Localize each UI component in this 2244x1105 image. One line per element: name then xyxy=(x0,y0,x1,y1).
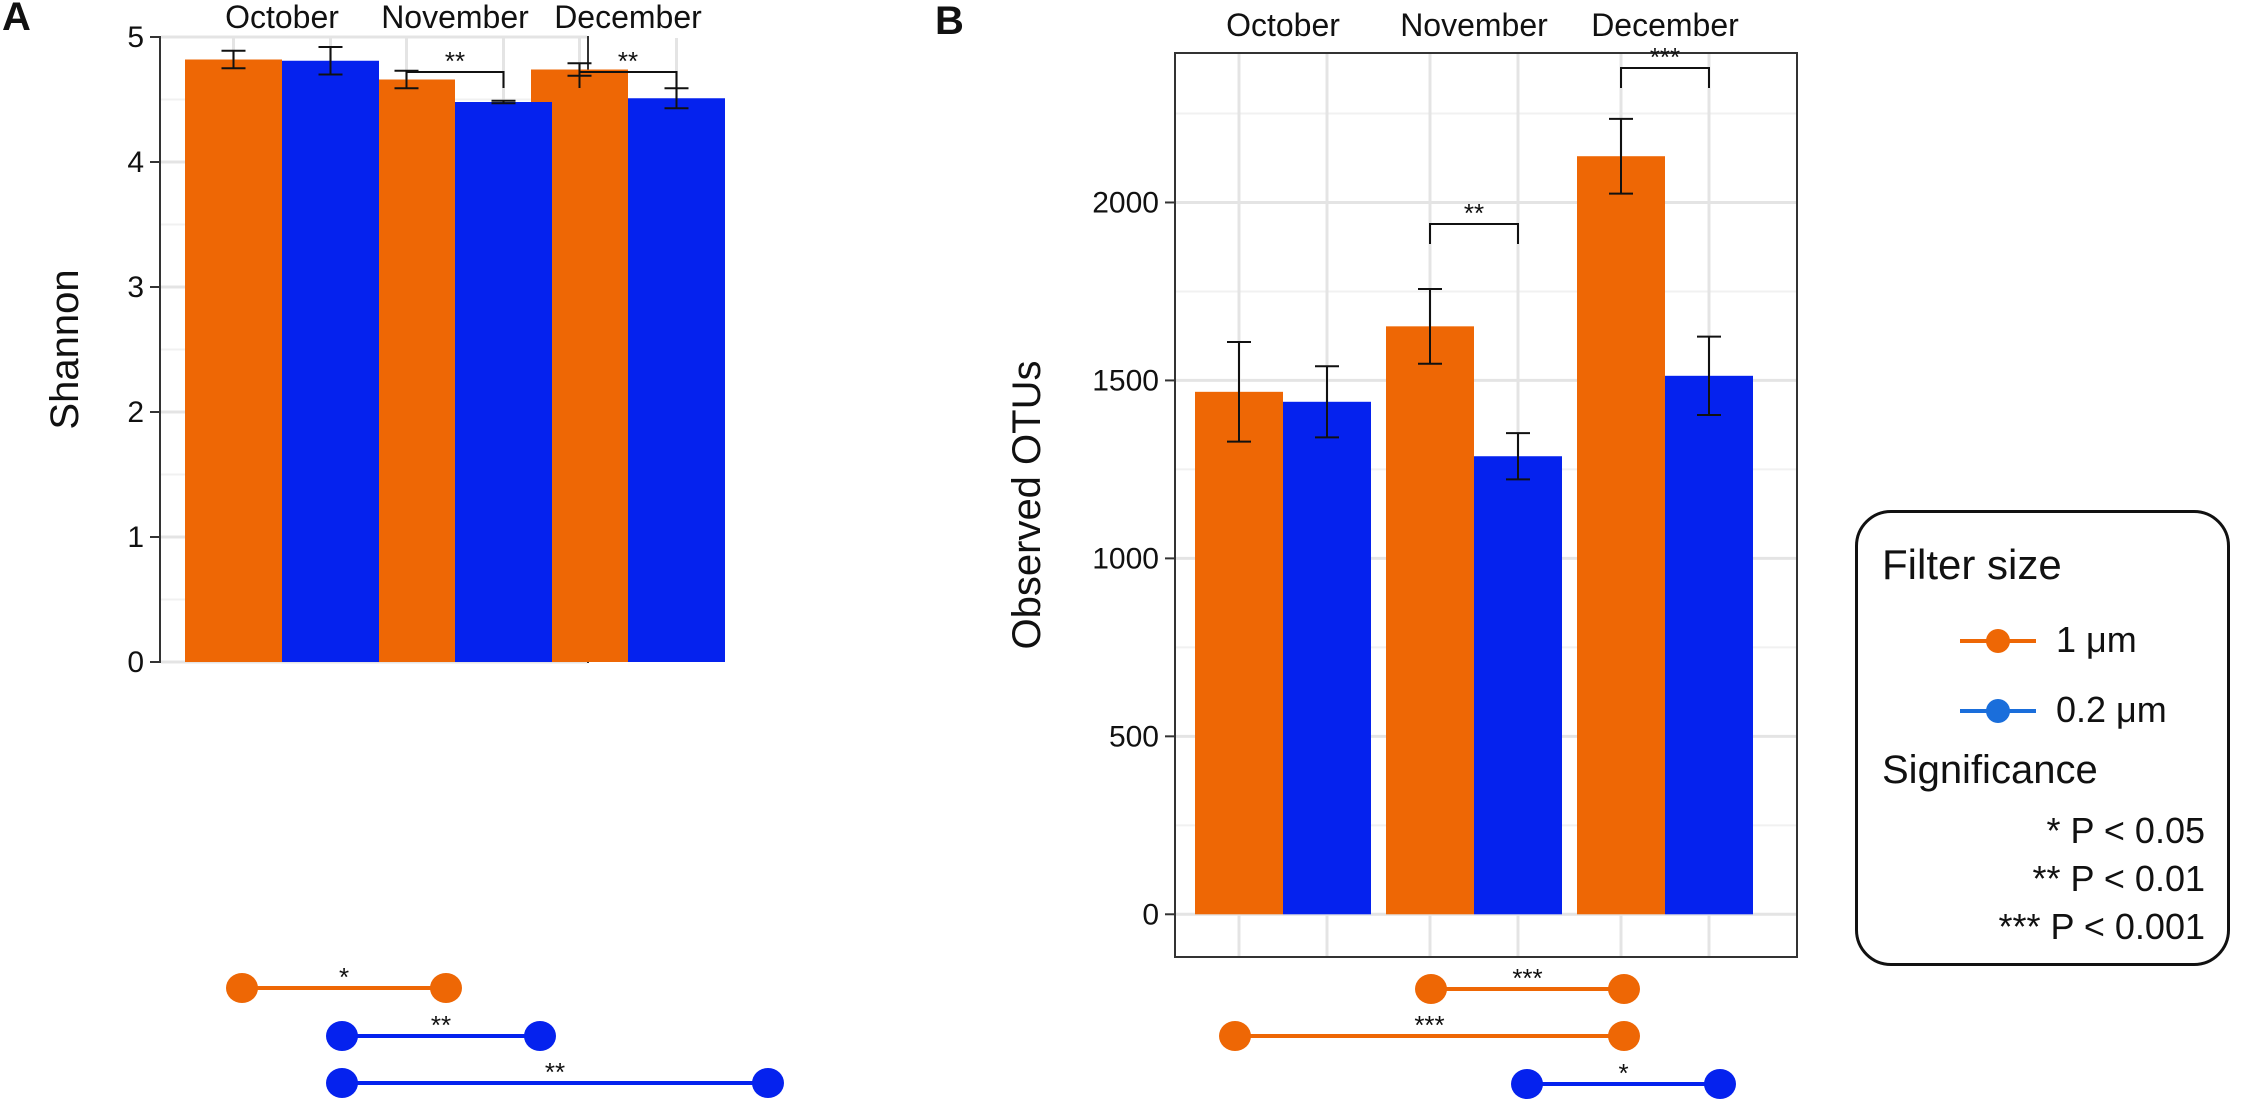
significance-stars: ** xyxy=(445,46,465,76)
y-axis-label: Observed OTUs xyxy=(1005,361,1049,650)
y-tick-label: 3 xyxy=(127,271,144,304)
comparison-stars: ** xyxy=(545,1057,565,1087)
y-tick-label: 1500 xyxy=(1092,364,1159,397)
panel-label-b: B xyxy=(935,0,964,43)
comparison-dot xyxy=(752,1068,784,1098)
bar xyxy=(1386,326,1474,915)
bar xyxy=(455,102,552,662)
bar xyxy=(185,59,282,662)
bar xyxy=(1577,156,1665,915)
significance-bracket xyxy=(578,71,678,88)
significance-item-2: ** P < 0.01 xyxy=(2032,858,2205,899)
significance-stars: ** xyxy=(1464,198,1484,228)
significance-stars: ** xyxy=(618,46,638,76)
y-tick-label: 5 xyxy=(127,21,144,54)
bar xyxy=(1665,375,1753,915)
y-tick-label: 0 xyxy=(1142,898,1159,931)
y-tick-label: 4 xyxy=(127,146,144,179)
comparison-dot xyxy=(1704,1069,1736,1099)
legend: Filter size 1 μm 0.2 μm Significance * P… xyxy=(1855,510,2230,966)
comparison-stars: * xyxy=(1618,1058,1628,1088)
comparison-dot xyxy=(524,1021,556,1051)
comparison-dot xyxy=(326,1068,358,1098)
facet-label: October xyxy=(225,0,339,35)
facet-label: December xyxy=(1591,7,1739,43)
y-tick-label: 1 xyxy=(127,521,144,554)
comparison-dot xyxy=(1219,1021,1251,1051)
significance-title: Significance xyxy=(1882,748,2098,792)
significance-stars: *** xyxy=(1650,42,1680,72)
legend-item-1um: 1 μm xyxy=(1958,616,2218,666)
comparison-dot xyxy=(1608,974,1640,1004)
comparison-stars: *** xyxy=(1512,963,1542,993)
comparison-dot xyxy=(430,973,462,1003)
comparison-dot xyxy=(326,1021,358,1051)
comparison-dot xyxy=(226,973,258,1003)
panel-label-a: A xyxy=(2,0,31,39)
y-tick-label: 500 xyxy=(1109,720,1159,753)
bar xyxy=(1195,391,1283,915)
legend-swatch-1um xyxy=(1960,629,2036,653)
y-tick-label: 2000 xyxy=(1092,186,1159,219)
bar xyxy=(1474,456,1562,915)
significance-item-3: *** P < 0.001 xyxy=(1998,906,2205,947)
facet-label: November xyxy=(381,0,529,35)
facet-label: October xyxy=(1226,7,1340,43)
panel-b-chart: 0 500 1000 1500 2000 Observed OTUs October Nove… xyxy=(1005,7,1798,1099)
y-axis-label: Shannon xyxy=(43,269,87,429)
comparison-dot xyxy=(1608,1021,1640,1051)
bar xyxy=(1283,401,1371,915)
legend-item-0-2um: 0.2 μm xyxy=(1958,686,2218,736)
significance-bracket xyxy=(1620,67,1710,88)
legend-title: Filter size xyxy=(1882,541,2062,588)
significance-bracket xyxy=(1429,223,1519,244)
comparison-stars: ** xyxy=(431,1010,451,1040)
significance-bracket xyxy=(405,71,505,88)
comparison-stars: *** xyxy=(1414,1010,1444,1040)
bar xyxy=(628,98,725,662)
facet-label: November xyxy=(1400,7,1548,43)
comparison-dot xyxy=(1511,1069,1543,1099)
comparison-stars: * xyxy=(339,962,349,992)
significance-item-1: * P < 0.05 xyxy=(2046,810,2205,851)
facet-label: December xyxy=(554,0,702,35)
y-tick-label: 1000 xyxy=(1092,542,1159,575)
legend-label-0-2um: 0.2 μm xyxy=(2056,689,2167,730)
y-tick-label: 2 xyxy=(127,396,144,429)
y-tick-label: 0 xyxy=(127,646,144,679)
legend-label-1um: 1 μm xyxy=(2056,619,2137,660)
comparison-dot xyxy=(1415,974,1447,1004)
bar xyxy=(282,60,379,662)
legend-swatch-0-2um xyxy=(1960,699,2036,723)
